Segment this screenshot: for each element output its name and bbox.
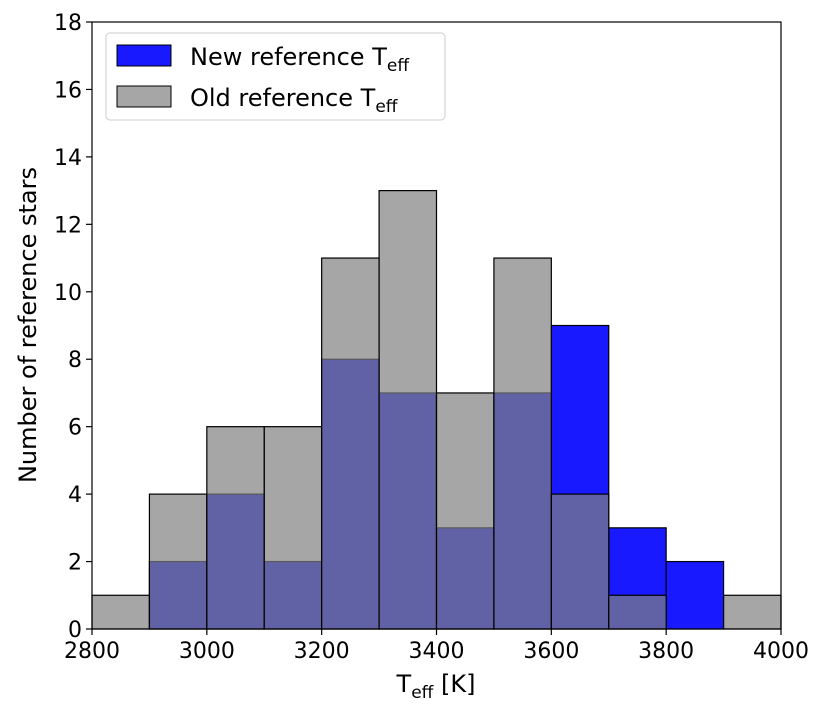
bar-old xyxy=(206,426,265,630)
x-tick-label: 3200 xyxy=(294,639,350,664)
y-tick-label: 16 xyxy=(54,78,82,103)
legend-box xyxy=(105,32,446,121)
x-tick-label: 3600 xyxy=(523,639,579,664)
bar-old xyxy=(321,257,380,630)
bar-old xyxy=(378,190,438,630)
bar-old xyxy=(91,594,151,630)
legend: New reference Teff Old reference Teff xyxy=(105,32,446,121)
y-axis-label: Number of reference stars xyxy=(14,167,42,483)
bar-old xyxy=(493,257,552,630)
y-tick-label: 8 xyxy=(68,348,82,373)
y-axis-ticks: 0 2 4 6 8 10 12 14 16 18 xyxy=(54,11,92,643)
bar-old xyxy=(263,426,323,630)
y-tick-label: 18 xyxy=(54,11,82,36)
x-tick-label: 2800 xyxy=(64,639,120,664)
x-axis-label: Teff [K] xyxy=(396,670,476,703)
y-tick-label: 12 xyxy=(54,213,82,238)
x-axis-ticks: 2800 3000 3200 3400 3600 3800 4000 xyxy=(64,629,809,664)
bar-old xyxy=(435,392,495,630)
y-tick-label: 10 xyxy=(54,281,82,306)
y-tick-label: 6 xyxy=(68,416,82,441)
x-tick-label: 4000 xyxy=(753,639,809,664)
y-tick-label: 2 xyxy=(68,551,82,576)
bar-old xyxy=(148,493,208,630)
bar-old xyxy=(722,594,782,630)
bar-old xyxy=(550,493,610,630)
x-tick-label: 3000 xyxy=(179,639,235,664)
y-tick-label: 4 xyxy=(68,483,82,508)
x-tick-label: 3400 xyxy=(409,639,465,664)
series-old-bars xyxy=(91,190,782,630)
legend-swatch-new xyxy=(116,44,172,67)
legend-label-old: Old reference Teff xyxy=(190,84,399,117)
bar-new xyxy=(665,560,725,630)
y-tick-label: 0 xyxy=(68,618,82,643)
x-tick-label: 3800 xyxy=(638,639,694,664)
y-tick-label: 14 xyxy=(54,146,82,171)
legend-swatch-old xyxy=(116,85,172,108)
bar-old xyxy=(608,594,667,630)
legend-label-new: New reference Teff xyxy=(190,43,410,76)
